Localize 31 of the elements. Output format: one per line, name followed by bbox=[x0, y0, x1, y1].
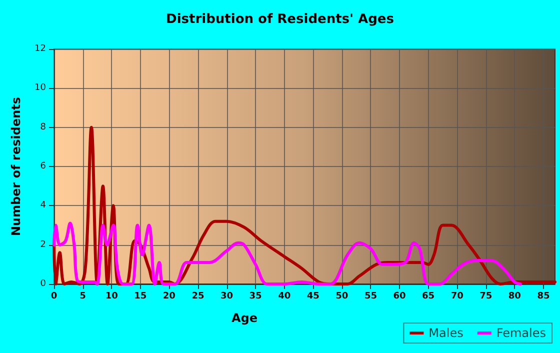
y-tick-label: 2 bbox=[40, 240, 46, 250]
y-tick-label: 12 bbox=[34, 44, 46, 54]
x-tick-label: 20 bbox=[162, 292, 176, 302]
x-tick-label: 55 bbox=[364, 292, 377, 302]
y-tick-label: 4 bbox=[40, 200, 46, 211]
x-tick-label: 0 bbox=[50, 292, 58, 302]
x-tick-label: 5 bbox=[80, 292, 86, 302]
chart-title: Distribution of Residents' Ages bbox=[166, 12, 394, 27]
y-tick-label: 10 bbox=[34, 83, 46, 94]
x-tick-label: 75 bbox=[480, 292, 492, 302]
y-tick-label: 0 bbox=[40, 279, 46, 289]
x-tick-label: 45 bbox=[306, 292, 320, 302]
x-tick-label: 65 bbox=[422, 292, 435, 302]
x-tick-label: 40 bbox=[278, 292, 291, 302]
x-tick-label: 35 bbox=[249, 292, 262, 302]
y-tick-label: 8 bbox=[40, 122, 46, 132]
x-tick-label: 85 bbox=[537, 292, 550, 302]
y-axis-title: Number of residents bbox=[9, 96, 23, 236]
x-tick-label: 10 bbox=[105, 292, 118, 302]
line-series bbox=[52, 222, 522, 286]
x-tick-label: 70 bbox=[450, 292, 464, 302]
x-tick-label: 50 bbox=[336, 292, 348, 302]
legend-label: Females bbox=[496, 326, 546, 340]
x-tick-label: 60 bbox=[393, 292, 406, 302]
x-tick-label: 25 bbox=[192, 292, 204, 302]
y-tick-label: 6 bbox=[40, 162, 46, 172]
x-axis-title: Age bbox=[231, 311, 258, 325]
x-tick-label: 30 bbox=[220, 292, 234, 302]
x-tick-label: 15 bbox=[134, 292, 147, 302]
x-tick-label: 80 bbox=[508, 292, 521, 302]
legend-label: Males bbox=[428, 326, 464, 340]
